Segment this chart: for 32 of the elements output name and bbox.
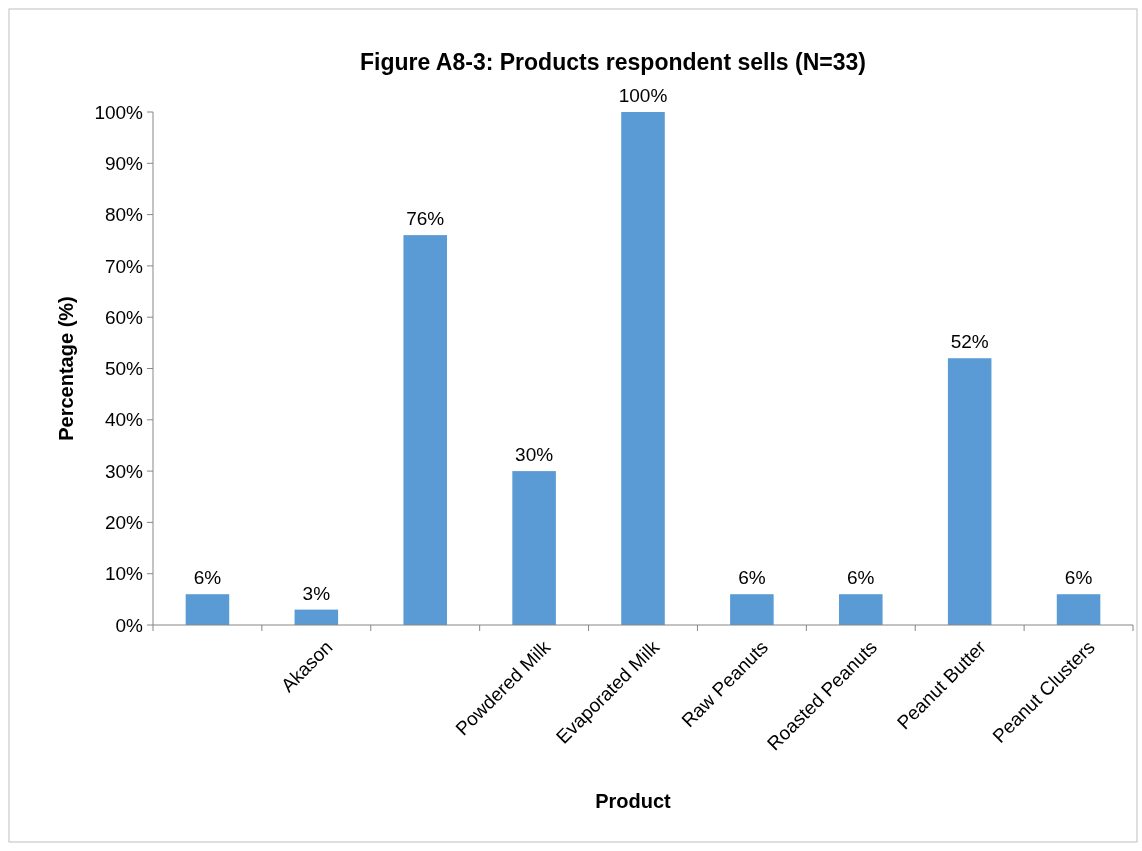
bar (839, 594, 883, 625)
y-tick-label: 30% (104, 460, 144, 482)
bar (1056, 594, 1101, 625)
y-tick-label: 70% (104, 255, 144, 277)
x-axis-title: Product (595, 790, 672, 812)
y-tick-label: 80% (104, 204, 144, 226)
data-label: 6% (847, 567, 875, 589)
bar (294, 609, 339, 625)
y-tick-label: 90% (104, 152, 144, 174)
bar (947, 358, 992, 625)
data-label: 52% (950, 331, 989, 353)
data-label: 100% (618, 85, 668, 106)
data-label: 6% (1064, 567, 1093, 589)
data-label: 6% (193, 567, 222, 589)
data-label: 6% (738, 567, 766, 589)
chart-title: Figure A8-3: Products respondent sells (N=33) (360, 49, 866, 75)
bar (621, 112, 665, 625)
bar (512, 471, 556, 625)
bar (185, 594, 230, 625)
data-label: 3% (302, 582, 331, 604)
bar (403, 235, 447, 625)
data-label: 30% (515, 444, 554, 466)
y-tick-label: 40% (104, 409, 144, 431)
y-tick-label: 20% (104, 512, 144, 534)
bar (730, 594, 774, 625)
y-axis-title: Percentage (%) (55, 296, 77, 441)
y-tick-label: 10% (104, 563, 144, 585)
data-label: 76% (406, 208, 445, 230)
y-tick-label: 60% (104, 306, 144, 328)
y-tick-label: 50% (104, 358, 144, 380)
y-tick-label: 100% (94, 101, 144, 123)
y-tick-label: 0% (115, 614, 144, 636)
